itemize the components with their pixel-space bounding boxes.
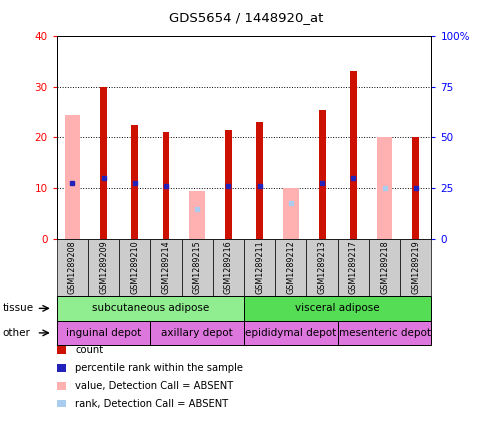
Text: GSM1289209: GSM1289209 (99, 240, 108, 294)
Bar (350, 71, 357, 239)
Text: GSM1289218: GSM1289218 (380, 240, 389, 294)
Bar (377, 137, 392, 239)
Text: count: count (75, 345, 104, 355)
Text: subcutaneous adipose: subcutaneous adipose (92, 303, 209, 313)
Text: rank, Detection Call = ABSENT: rank, Detection Call = ABSENT (75, 398, 229, 409)
Text: inguinal depot: inguinal depot (66, 328, 141, 338)
Text: GSM1289216: GSM1289216 (224, 240, 233, 294)
Text: mesenteric depot: mesenteric depot (339, 328, 430, 338)
Text: GSM1289219: GSM1289219 (411, 240, 420, 294)
Text: epididymal depot: epididymal depot (245, 328, 337, 338)
Text: GSM1289214: GSM1289214 (162, 240, 171, 294)
Bar (189, 191, 205, 239)
Text: visceral adipose: visceral adipose (295, 303, 380, 313)
Text: GSM1289213: GSM1289213 (317, 240, 326, 294)
Text: GSM1289212: GSM1289212 (286, 240, 295, 294)
Text: GSM1289210: GSM1289210 (130, 240, 139, 294)
Text: axillary depot: axillary depot (161, 328, 233, 338)
Bar (318, 110, 325, 239)
Text: GSM1289215: GSM1289215 (193, 240, 202, 294)
Bar (131, 125, 138, 239)
Text: percentile rank within the sample: percentile rank within the sample (75, 363, 244, 373)
Text: tissue: tissue (2, 303, 34, 313)
Text: GDS5654 / 1448920_at: GDS5654 / 1448920_at (169, 11, 324, 24)
Text: value, Detection Call = ABSENT: value, Detection Call = ABSENT (75, 381, 234, 391)
Text: GSM1289208: GSM1289208 (68, 240, 77, 294)
Bar (163, 132, 170, 239)
Bar (412, 137, 419, 239)
Text: other: other (2, 328, 31, 338)
Text: GSM1289217: GSM1289217 (349, 240, 358, 294)
Bar (256, 122, 263, 239)
Bar (225, 130, 232, 239)
Text: GSM1289211: GSM1289211 (255, 240, 264, 294)
Bar (100, 87, 107, 239)
Bar (65, 115, 80, 239)
Bar (283, 188, 299, 239)
